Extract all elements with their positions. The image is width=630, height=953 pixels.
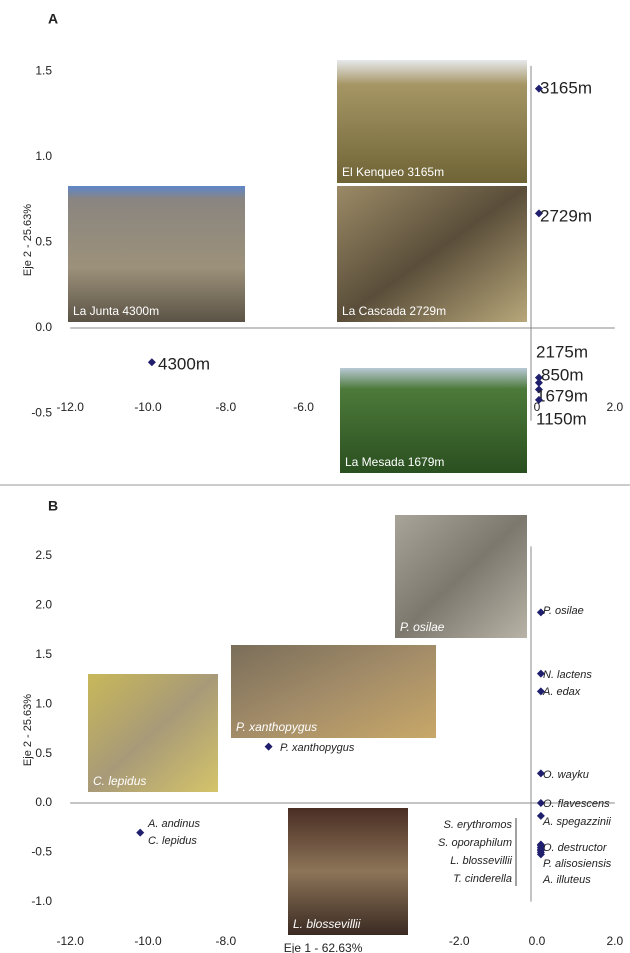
point-label: S. oporaphilum [438, 837, 512, 849]
y-tick-label: -0.5 [31, 406, 52, 420]
point-label: O. flavescens [543, 798, 610, 810]
x-tick-label: -12.0 [57, 934, 85, 948]
point-label: A. spegazzinii [542, 816, 611, 828]
data-point [536, 687, 545, 696]
point-label: N. lactens [543, 669, 592, 681]
data-point [534, 385, 543, 394]
data-point [534, 84, 543, 93]
x-tick-label: -10.0 [134, 934, 162, 948]
point-label: 3165m [540, 78, 592, 97]
x-tick-label: -2.0 [449, 934, 470, 948]
y-tick-label: 1.0 [35, 149, 52, 163]
x-axis-label: Eje 1 - 62.63% [284, 941, 363, 953]
photo-caption: El Kenqueo 3165m [342, 165, 444, 179]
data-point [264, 742, 273, 751]
point-label: A. illuteus [542, 874, 591, 886]
point-label: P. xanthopygus [280, 742, 355, 754]
y-axis-label: Eje 2 - 25.63% [22, 694, 34, 766]
photo-caption: La Junta 4300m [73, 304, 159, 318]
photo-caption: C. lepidus [93, 774, 146, 788]
data-point [147, 358, 156, 367]
point-label: O. wayku [543, 769, 589, 781]
point-label: 1150m [536, 409, 587, 428]
x-tick-label: 2.0 [606, 400, 623, 414]
point-label: P. osilae [543, 605, 584, 617]
x-tick-label: 2.0 [606, 934, 623, 948]
point-label: P. alisosiensis [543, 858, 612, 870]
y-tick-label: 0.5 [35, 235, 52, 249]
photo [68, 186, 245, 322]
photo [337, 60, 527, 183]
photo-caption: P. osilae [400, 620, 445, 634]
y-tick-label: -0.5 [31, 845, 52, 859]
photo-caption: La Cascada 2729m [342, 304, 446, 318]
point-label: O. destructor [543, 842, 608, 854]
photo-caption: L. blossevillii [293, 917, 361, 931]
point-label: A. andinus [147, 818, 200, 830]
x-tick-label: -10.0 [134, 400, 162, 414]
data-point [534, 395, 543, 404]
x-tick-label: -8.0 [215, 934, 236, 948]
y-tick-label: 1.0 [35, 696, 52, 710]
data-point [136, 828, 145, 837]
data-point [536, 608, 545, 617]
data-point [536, 769, 545, 778]
y-tick-label: 1.5 [35, 647, 52, 661]
photo [288, 808, 408, 935]
data-point [536, 850, 545, 859]
y-tick-label: 0.0 [35, 320, 52, 334]
data-point [534, 373, 543, 382]
photo-caption: P. xanthopygus [236, 720, 317, 734]
x-tick-label: -8.0 [215, 400, 236, 414]
data-point [534, 378, 543, 387]
y-tick-label: 0.5 [35, 746, 52, 760]
data-point [536, 845, 545, 854]
data-point [536, 669, 545, 678]
photo [231, 645, 436, 738]
point-label: 4300m [158, 354, 210, 373]
panel-label: B [48, 498, 58, 514]
x-tick-label: -6.0 [293, 400, 314, 414]
photo [88, 674, 218, 792]
photo [337, 186, 527, 322]
data-point [534, 209, 543, 218]
panel-label: A [48, 11, 58, 27]
photo [340, 368, 527, 473]
point-label: S. erythromos [444, 819, 513, 831]
photo-caption: La Mesada 1679m [345, 455, 444, 469]
point-label: 1679m [536, 386, 588, 405]
y-axis-label: Eje 2 - 25.63% [22, 204, 34, 276]
point-label: 850m [541, 365, 584, 384]
y-tick-label: 1.5 [35, 64, 52, 78]
y-tick-label: -1.0 [31, 894, 52, 908]
x-tick-label: 0.0 [529, 934, 546, 948]
x-tick-label: 0 [534, 400, 541, 414]
y-tick-label: 0.0 [35, 795, 52, 809]
y-tick-label: 2.0 [35, 598, 52, 612]
data-point [536, 811, 545, 820]
point-label: A. edax [542, 686, 581, 698]
photo [395, 515, 527, 638]
point-label: 2175m [536, 342, 588, 361]
point-label: L. blossevillii [450, 855, 512, 867]
x-tick-label: -12.0 [57, 400, 85, 414]
point-label: T. cinderella [453, 873, 512, 885]
point-label: C. lepidus [148, 835, 197, 847]
point-label: 2729m [540, 206, 592, 225]
y-tick-label: 2.5 [35, 548, 52, 562]
data-point [536, 799, 545, 807]
